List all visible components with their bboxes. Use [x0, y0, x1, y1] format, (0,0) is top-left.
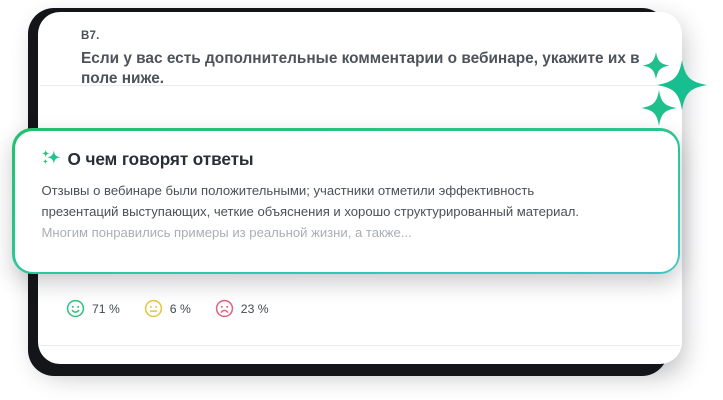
question-number-label: B7. — [81, 30, 100, 42]
ai-insight-card[interactable]: О чем говорят ответы Отзывы о вебинаре б… — [12, 128, 680, 274]
sentiment-item-negative[interactable]: 23 % — [215, 299, 269, 318]
happy-face-icon — [66, 299, 85, 318]
summary-line-1: Отзывы о вебинаре были положительными; у… — [41, 182, 535, 198]
sentiment-item-positive[interactable]: 71 % — [66, 299, 120, 318]
sentiment-summary-row: 71 % 6 % — [66, 299, 269, 318]
ai-insight-card-inner: О чем говорят ответы Отзывы о вебинаре б… — [14, 130, 678, 272]
question-text: Если у вас есть дополнительные комментар… — [81, 50, 640, 88]
ai-insight-title: О чем говорят ответы — [67, 149, 254, 169]
divider-bottom — [40, 345, 680, 346]
summary-line-3: Многим понравились примеры из реальной ж… — [41, 224, 412, 240]
sentiment-value-negative: 23 % — [240, 301, 269, 316]
sentiment-item-neutral[interactable]: 6 % — [144, 299, 191, 318]
sad-face-icon — [215, 299, 234, 318]
sentiment-value-positive: 71 % — [92, 301, 120, 316]
summary-line-2: презентаций выступающих, четкие объяснен… — [41, 203, 580, 219]
sentiment-value-neutral: 6 % — [169, 301, 191, 316]
ai-insight-summary: Отзывы о вебинаре были положительными; у… — [42, 180, 660, 244]
divider-top — [40, 85, 680, 86]
sparkles-icon — [41, 147, 62, 173]
ai-insight-header: О чем говорят ответы — [41, 147, 254, 173]
neutral-face-icon — [144, 299, 163, 318]
